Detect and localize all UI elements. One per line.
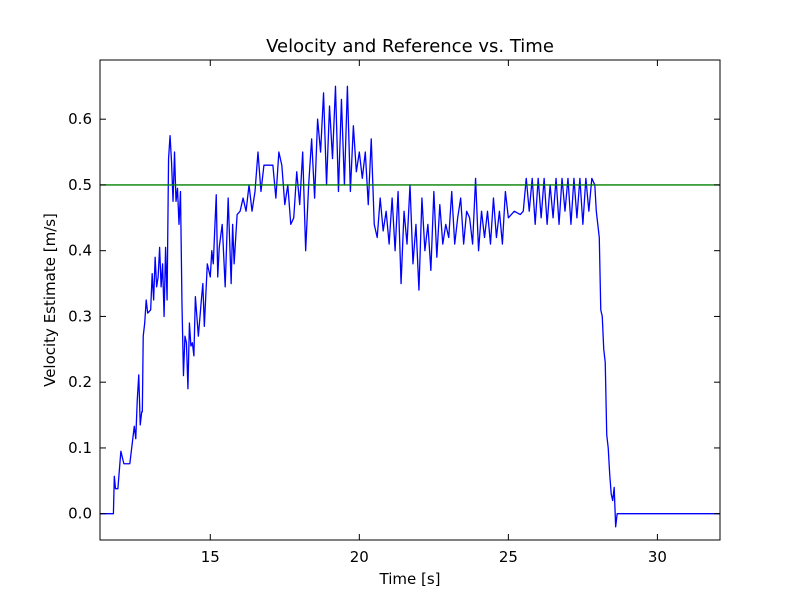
- x-tick-label: 25: [499, 548, 518, 566]
- chart-title: Velocity and Reference vs. Time: [266, 36, 554, 57]
- y-tick-label: 0.6: [68, 110, 92, 128]
- series-line-0: [100, 85, 720, 528]
- y-tick-label: 0.3: [68, 307, 92, 325]
- x-axis-ticks: 15 20 25 30: [201, 60, 667, 566]
- x-tick-label: 15: [201, 548, 220, 566]
- y-axis-ticks: 0.0 0.1 0.2 0.3 0.4 0.5 0.6: [68, 110, 720, 523]
- plot-frame: [99, 59, 721, 541]
- y-axis-label: Velocity Estimate [m/s]: [41, 213, 59, 387]
- y-tick-label: 0.0: [68, 505, 92, 523]
- plot-background: [100, 60, 720, 540]
- x-axis-label: Time [s]: [379, 570, 441, 588]
- y-tick-label: 0.5: [68, 176, 92, 194]
- y-tick-label: 0.2: [68, 373, 92, 391]
- y-tick-label: 0.4: [68, 242, 92, 260]
- x-tick-label: 30: [648, 548, 667, 566]
- y-tick-label: 0.1: [68, 439, 92, 457]
- series-layer: [100, 85, 720, 528]
- x-tick-label: 20: [350, 548, 369, 566]
- plot-area: [99, 59, 721, 541]
